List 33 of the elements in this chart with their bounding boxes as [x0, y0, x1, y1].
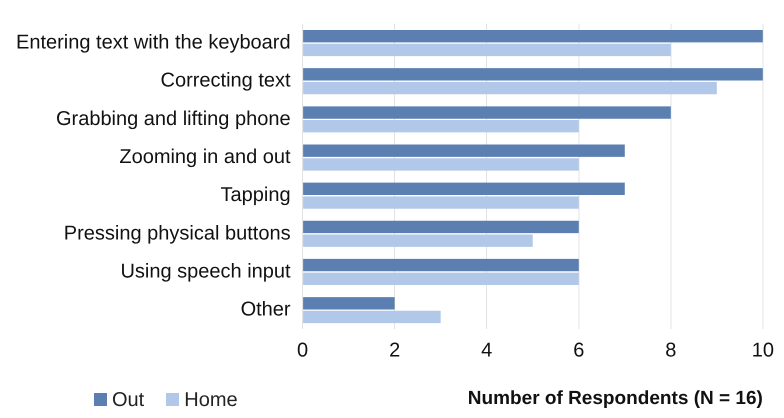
y-tick-label: Grabbing and lifting phone	[56, 108, 291, 130]
x-tick-label: 4	[481, 340, 492, 362]
y-tick-label: Tapping	[220, 184, 291, 206]
bar	[303, 106, 671, 119]
bar	[303, 30, 763, 42]
bar	[303, 158, 579, 171]
bar	[303, 234, 533, 247]
bar	[303, 82, 717, 94]
x-tick-label: 6	[573, 340, 584, 362]
bar	[303, 120, 579, 132]
bar	[303, 310, 441, 324]
y-tick-label: Using speech input	[120, 260, 292, 282]
x-tick-label: 8	[665, 340, 676, 362]
bar	[303, 272, 579, 286]
x-tick-label: 0	[297, 340, 308, 362]
y-tick-label: Pressing physical buttons	[64, 222, 291, 244]
y-tick-label: Zooming in and out	[119, 146, 292, 168]
y-tick-label: Other	[240, 298, 291, 321]
x-tick-label: 10	[752, 340, 774, 362]
bar	[303, 68, 763, 81]
bar	[303, 196, 579, 209]
bar	[303, 44, 671, 56]
bar	[303, 220, 579, 234]
bar	[303, 297, 395, 310]
legend-label: Out	[111, 389, 144, 412]
y-tick-label: Entering text with the keyboard	[16, 32, 291, 54]
bar	[303, 144, 625, 157]
bar	[303, 258, 579, 272]
x-axis-title: Number of Respondents (N = 16)	[468, 388, 763, 409]
y-tick-label: Correcting text	[160, 70, 292, 92]
legend-label: Home	[183, 389, 238, 412]
bar	[303, 182, 625, 195]
x-tick-label: 2	[389, 340, 400, 362]
